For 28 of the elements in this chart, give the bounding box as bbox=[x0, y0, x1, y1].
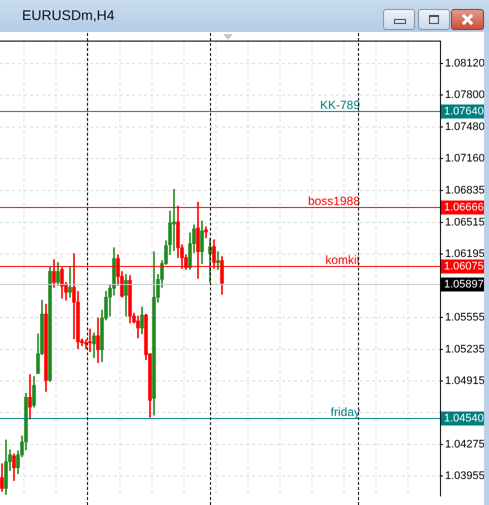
y-tick-label: 1.07160 bbox=[445, 152, 485, 165]
ref-line-label: boss1988 bbox=[308, 194, 360, 208]
ref-line-label: friday bbox=[330, 404, 360, 419]
candlestick bbox=[204, 226, 208, 238]
candlestick bbox=[88, 328, 92, 352]
annotation: 1.04540 bbox=[444, 412, 484, 425]
y-tick-label: 1.08120 bbox=[445, 57, 485, 70]
annotation: 1.06075 bbox=[444, 260, 484, 273]
chart-title: EURUSDm,H4 bbox=[22, 7, 115, 23]
y-tick-label: 1.03955 bbox=[445, 470, 485, 482]
candlestick bbox=[216, 251, 220, 270]
ref-line-label: KK-789 bbox=[320, 98, 360, 112]
candlestick bbox=[68, 266, 72, 298]
annotation: 1.05897 bbox=[444, 278, 484, 291]
y-tick-label: 1.06515 bbox=[445, 216, 485, 228]
candlestick bbox=[172, 188, 176, 251]
y-tick-label: 1.06195 bbox=[445, 248, 485, 260]
y-tick-label: 1.05555 bbox=[445, 312, 485, 324]
y-tick-label: 1.06835 bbox=[445, 184, 485, 197]
ref-line-label: komkit bbox=[325, 252, 361, 267]
annotation: 1.06666 bbox=[444, 202, 484, 214]
y-tick-label: 1.05235 bbox=[445, 343, 485, 356]
candlestick bbox=[28, 374, 32, 420]
y-tick-label: 1.07800 bbox=[445, 89, 485, 102]
y-tick-label: 1.07480 bbox=[445, 120, 485, 133]
annotation: 1.07640 bbox=[444, 106, 484, 118]
y-tick-label: 1.04275 bbox=[445, 438, 485, 450]
y-tick-label: 1.04915 bbox=[445, 374, 485, 387]
